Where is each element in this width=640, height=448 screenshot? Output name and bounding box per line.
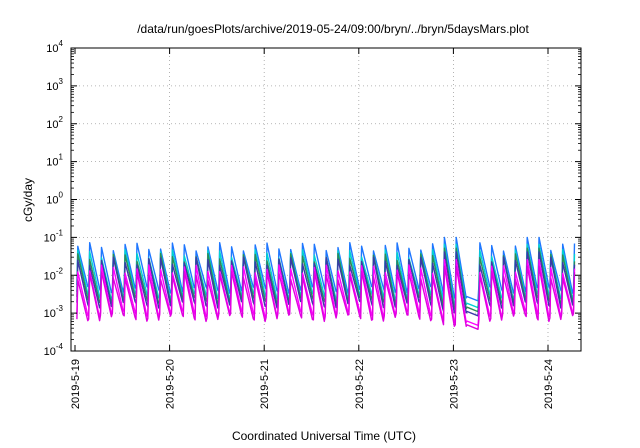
y-tick-label: 10-2 <box>44 266 64 282</box>
series-line-6 <box>76 265 576 330</box>
y-tick-exponent: -2 <box>56 266 64 275</box>
y-tick-exponent: 0 <box>59 191 64 200</box>
y-tick-label: 104 <box>46 39 63 55</box>
x-tick-label: 2019-5-24 <box>543 359 555 409</box>
x-tick-label: 2019-5-22 <box>354 359 366 409</box>
y-tick-label: 10-1 <box>44 228 64 244</box>
y-tick-exponent: -1 <box>56 228 64 237</box>
x-tick-label: 2019-5-20 <box>165 359 177 409</box>
y-tick-label: 10-3 <box>44 304 64 320</box>
x-tick-label: 2019-5-19 <box>70 359 82 409</box>
x-tick-label: 2019-5-23 <box>448 359 460 409</box>
y-tick-exponent: 1 <box>59 153 64 162</box>
series-lines <box>76 236 576 330</box>
y-tick-exponent: 3 <box>59 77 64 86</box>
axis-ticks: 10-410-310-210-11001011021031042019-5-19… <box>44 39 581 409</box>
y-tick-exponent: 2 <box>59 115 64 124</box>
y-tick-label: 100 <box>46 191 63 207</box>
y-tick-label: 101 <box>46 153 63 169</box>
y-tick-exponent: -4 <box>56 342 64 351</box>
y-tick-label: 102 <box>46 115 63 131</box>
chart-title: /data/run/goesPlots/archive/2019-05-24/0… <box>137 22 529 36</box>
x-axis-title: Coordinated Universal Time (UTC) <box>232 429 416 443</box>
y-tick-label: 10-4 <box>44 342 64 358</box>
y-tick-label: 103 <box>46 77 63 93</box>
x-tick-label: 2019-5-21 <box>259 359 271 409</box>
y-tick-exponent: -3 <box>56 304 64 313</box>
y-axis-title: cGy/day <box>21 178 35 222</box>
y-tick-exponent: 4 <box>59 39 64 48</box>
